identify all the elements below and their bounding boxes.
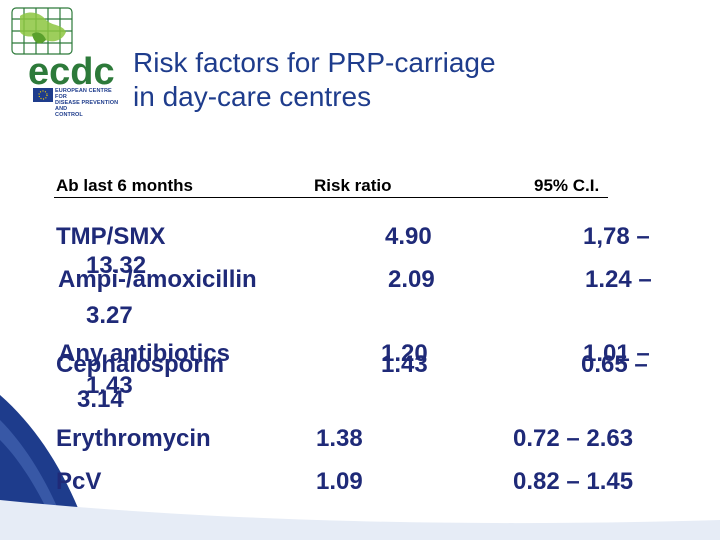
globe-icon — [11, 7, 73, 55]
row-ampi-ci-cont: 3.27 — [86, 302, 133, 329]
header-underline — [54, 197, 608, 198]
header-ab: Ab last 6 months — [56, 176, 193, 195]
row-ceph-rr: 1.43 — [381, 351, 428, 378]
row-ery-name: Erythromycin — [56, 425, 211, 452]
row-ceph-ci-cont: 3.14 — [77, 386, 124, 413]
row-tmp-ci-cont: 13.32 — [86, 252, 147, 279]
row-tmp-name: TMP/SMX — [56, 223, 166, 250]
logo-subtitle: EUROPEAN CENTRE FOR DISEASE PREVENTION A… — [55, 88, 125, 118]
ecdc-brand-text: ecdc — [28, 54, 115, 90]
row-pcv-ci: 0.82 – 1.45 — [513, 468, 634, 495]
title-line-2: in day-care centres — [133, 81, 372, 112]
row-tmp-ci: 1,78 – — [583, 223, 650, 250]
title-line-1: Risk factors for PRP-carriage — [133, 47, 496, 78]
row-any-name: Any antibiotics — [58, 340, 231, 367]
row-pcv-rr: 1.09 — [316, 468, 363, 495]
row-tmp-rr: 4.90 — [385, 223, 432, 250]
page-title: Risk factors for PRP-carriage in day-car… — [133, 46, 496, 114]
row-pcv-name: PcV — [56, 468, 102, 495]
row-ampi-ci: 1.24 – — [585, 266, 652, 293]
logo-subtitle-line-3: CONTROL — [55, 112, 83, 118]
row-ampi-name: Ampi-/amoxicillin — [58, 266, 257, 293]
ecdc-wordmark: ecdc — [28, 54, 115, 90]
row-ery-rr: 1.38 — [316, 425, 363, 452]
ecdc-logo — [6, 4, 124, 116]
header-risk-ratio: Risk ratio — [314, 176, 392, 195]
row-any-ci: 1.01 – — [583, 340, 650, 367]
row-ceph-ci: 0.65 – — [581, 351, 648, 378]
row-ceph-name: Cephalosporin — [56, 351, 225, 378]
row-any-rr: 1.20 — [381, 340, 428, 367]
logo-subtitle-line-1: EUROPEAN CENTRE FOR — [55, 88, 112, 100]
logo-subtitle-line-2: DISEASE PREVENTION AND — [55, 100, 119, 112]
header-ci: 95% C.I. — [534, 176, 600, 195]
row-ampi-rr: 2.09 — [388, 266, 435, 293]
row-ery-ci: 0.72 – 2.63 — [513, 425, 634, 452]
row-any-ci-cont: 1.43 — [86, 372, 133, 399]
eu-flag-icon — [33, 88, 53, 102]
